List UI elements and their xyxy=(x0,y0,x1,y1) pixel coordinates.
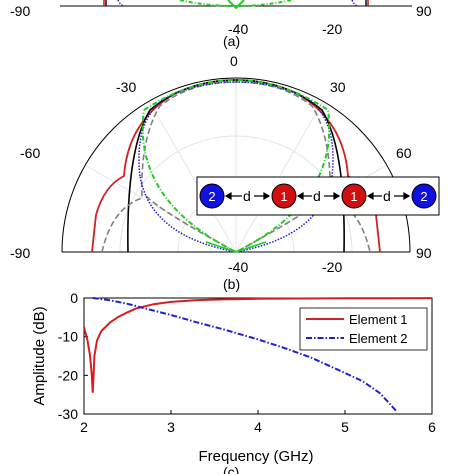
panel-b-angle-90: 90 xyxy=(416,245,432,261)
array-element-circle-4 xyxy=(411,183,437,209)
spacing-label-1: d xyxy=(243,188,251,204)
x-tick-label: 5 xyxy=(341,419,349,435)
panel-b-black-trace xyxy=(127,79,345,253)
panel-b-angle-m30: -30 xyxy=(116,79,136,95)
panel-b-radial-label-1: -40 xyxy=(228,259,248,275)
array-element-circle-2 xyxy=(271,183,297,209)
y-tick-label: -30 xyxy=(58,406,78,422)
y-tick-label: 0 xyxy=(70,290,78,306)
panel-b-grid xyxy=(61,77,411,253)
panel-b-angle-m90: -90 xyxy=(10,245,30,261)
panel-a-green-trace xyxy=(179,0,293,8)
x-tick-label: 4 xyxy=(254,419,262,435)
array-element-label-2: 1 xyxy=(280,189,287,204)
panel-a-radial-label-1: -40 xyxy=(228,21,248,37)
panel-a-radial-label-2: -20 xyxy=(322,21,342,37)
legend-label-element-2: Element 2 xyxy=(349,331,408,346)
panel-b-angle-m60: -60 xyxy=(20,145,40,161)
panel-b-angle-0: 0 xyxy=(230,53,238,69)
array-element-label-4: 2 xyxy=(420,189,427,204)
x-tick-label: 2 xyxy=(80,419,88,435)
x-tick-label: 3 xyxy=(167,419,175,435)
panel-a-angle-right: 90 xyxy=(416,3,432,19)
panel-b-angle-60: 60 xyxy=(396,145,412,161)
series-group xyxy=(83,297,433,413)
array-element-circle-3 xyxy=(341,183,367,209)
spacing-label-2: d xyxy=(313,188,321,204)
x-axis-label: Frequency (GHz) xyxy=(198,448,313,465)
y-tick-label: -10 xyxy=(58,329,78,345)
panel-b-outer-arc xyxy=(61,77,411,253)
panel-a-angle-left: -90 xyxy=(10,3,30,19)
tick-group: 2 3 4 5 6 0 -10 -20 -30 xyxy=(58,290,436,435)
y-tick-label: -20 xyxy=(58,367,78,383)
y-axis-label: Amplitude (dB) xyxy=(31,306,48,405)
array-element-label-3: 1 xyxy=(350,189,357,204)
panel-b-green-trace xyxy=(141,78,331,254)
panel-b-polar: 0 -30 30 -60 60 -90 90 -40 -20 (b) d d xyxy=(10,53,440,292)
panel-c-caption: (c) xyxy=(223,464,239,474)
panel-c-line-chart: 2 3 4 5 6 0 -10 -20 -30 Frequency (GHz) Amplitud… xyxy=(31,290,436,474)
series-line-1 xyxy=(83,297,433,393)
array-inset: d d d 2 1 1 2 xyxy=(196,176,440,216)
x-tick-label: 6 xyxy=(428,419,436,435)
panel-b-radial-label-2: -20 xyxy=(322,259,342,275)
legend-box xyxy=(299,307,428,351)
panel-a-green-null xyxy=(227,0,245,10)
spacing-label-3: d xyxy=(383,188,391,204)
legend-label-element-1: Element 1 xyxy=(349,312,408,327)
array-element-label-1: 2 xyxy=(208,189,215,204)
panel-a-blue-trace-right xyxy=(351,0,359,7)
array-element-circle-1 xyxy=(199,183,225,209)
panel-a-caption: (a) xyxy=(223,33,240,49)
panel-a-blue-trace xyxy=(117,0,125,7)
panel-b-green-null xyxy=(205,241,267,253)
panel-b-angle-30: 30 xyxy=(330,79,346,95)
panel-b-caption: (b) xyxy=(223,276,240,292)
panel-a-polar-remnant: -90 90 -40 -20 (a) xyxy=(10,0,432,49)
legend: Element 1 Element 2 xyxy=(299,307,428,351)
